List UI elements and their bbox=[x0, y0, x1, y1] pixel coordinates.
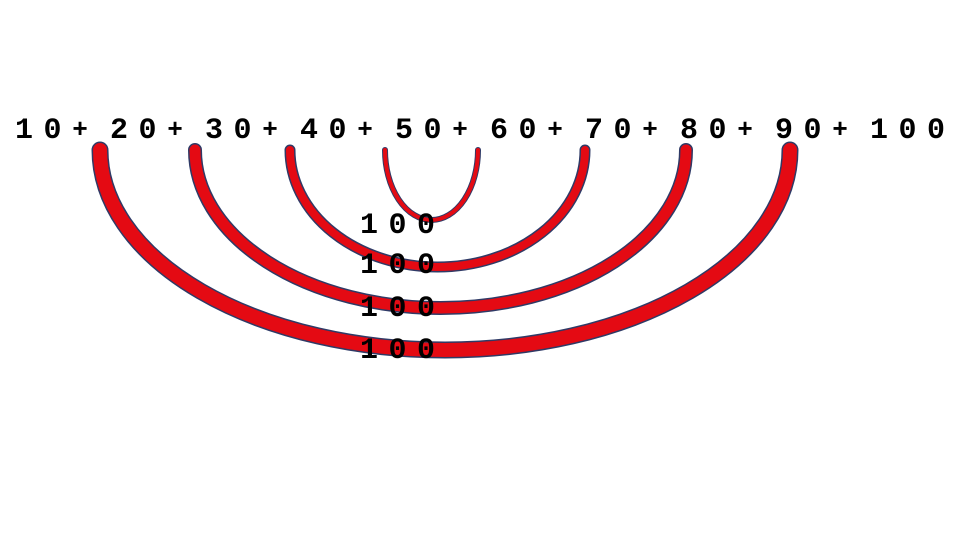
pair-sum-label: 100 bbox=[360, 249, 446, 283]
plus-operator: + bbox=[832, 115, 848, 145]
term-10: 10 bbox=[15, 114, 72, 148]
plus-operator: + bbox=[167, 115, 183, 145]
plus-operator: + bbox=[262, 115, 278, 145]
term-20: 20 bbox=[110, 114, 167, 148]
term-90: 90 bbox=[775, 114, 832, 148]
term-50: 50 bbox=[395, 114, 452, 148]
pair-sum-label: 100 bbox=[360, 334, 446, 368]
plus-operator: + bbox=[452, 115, 468, 145]
plus-operator: + bbox=[357, 115, 373, 145]
plus-operator: + bbox=[737, 115, 753, 145]
term-70: 70 bbox=[585, 114, 642, 148]
term-80: 80 bbox=[680, 114, 737, 148]
expression-row: 10 20 30 40 50 60 70 80 90 100 + + + + + + + + + bbox=[15, 114, 956, 148]
pair-sum-label: 100 bbox=[360, 292, 446, 326]
term-40: 40 bbox=[300, 114, 357, 148]
term-60: 60 bbox=[490, 114, 547, 148]
pair-sums: 100 100 100 100 bbox=[360, 209, 446, 368]
plus-operator: + bbox=[547, 115, 563, 145]
gauss-pairing-diagram: 102030405060708090100+++++++++ 100100100… bbox=[0, 0, 960, 540]
term-100: 100 bbox=[870, 114, 956, 148]
pair-sum-label: 100 bbox=[360, 209, 446, 243]
term-30: 30 bbox=[205, 114, 262, 148]
plus-operator: + bbox=[72, 115, 88, 145]
plus-operator: + bbox=[642, 115, 658, 145]
